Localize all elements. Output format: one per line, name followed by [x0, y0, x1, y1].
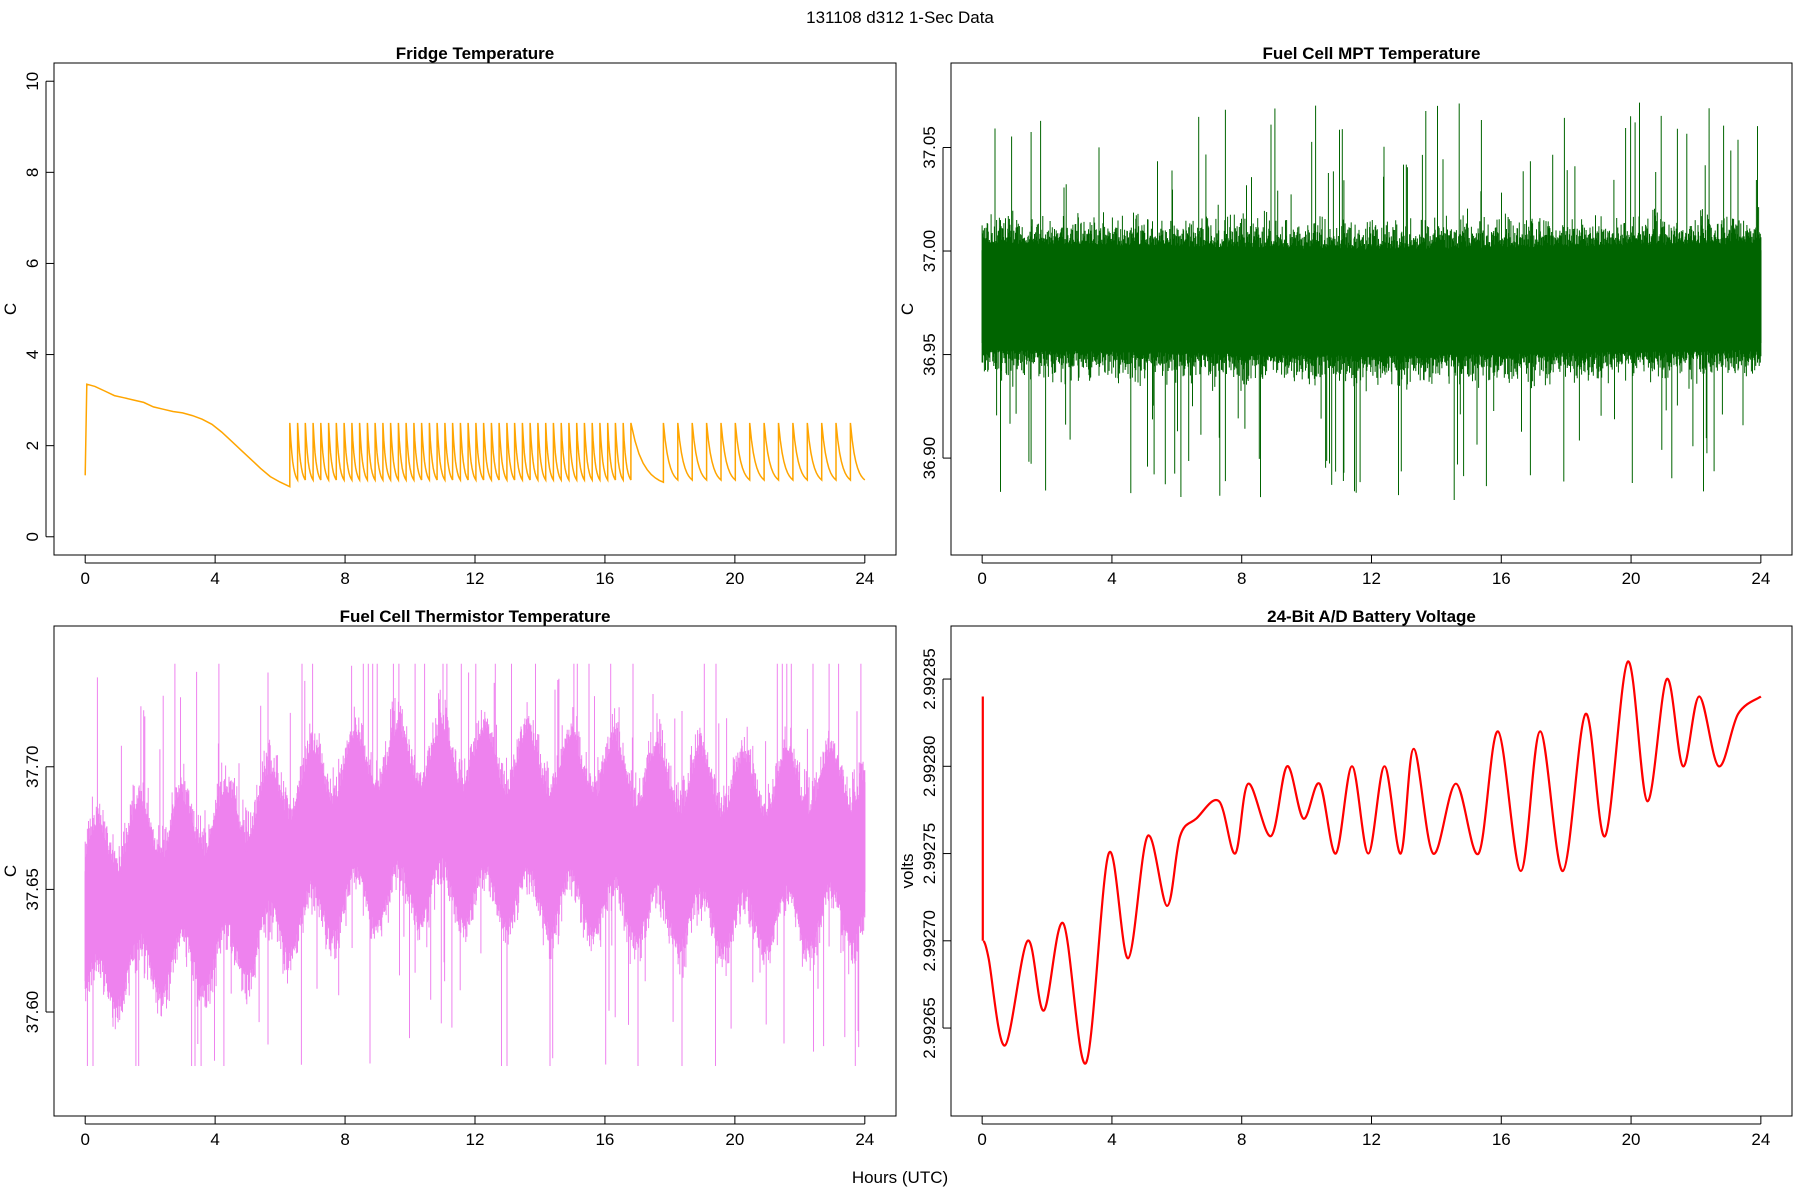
- x-tick-label: 16: [595, 569, 614, 588]
- x-tick-label: 8: [1237, 569, 1246, 588]
- y-axis-label: volts: [898, 854, 917, 889]
- y-tick-label: 37.05: [920, 126, 939, 169]
- chart-panel-2: Fuel Cell MPT Temperature C 0 4 8 12 16 20 24 36.…: [898, 44, 1793, 588]
- y-tick-label: 2: [23, 441, 42, 450]
- chart-panel-4: 24-Bit A/D Battery Voltage volts 0 4 8 12 16 20…: [898, 607, 1793, 1149]
- x-tick-label: 12: [466, 1130, 485, 1149]
- panel-title: Fuel Cell MPT Temperature: [1263, 44, 1481, 63]
- x-tick-label: 24: [855, 1130, 874, 1149]
- y-tick-label: 2.99265: [920, 997, 939, 1058]
- x-tick-label: 20: [1622, 1130, 1641, 1149]
- panel-title: Fuel Cell Thermistor Temperature: [340, 607, 611, 626]
- x-tick-label: 0: [80, 569, 89, 588]
- band-core: [981, 250, 1762, 350]
- x-tick-label: 20: [1622, 569, 1641, 588]
- y-tick-label: 36.90: [920, 437, 939, 480]
- x-tick-label: 8: [1237, 1130, 1246, 1149]
- x-tick-label: 12: [1362, 569, 1381, 588]
- x-tick-label: 24: [855, 569, 874, 588]
- x-tick-label: 8: [340, 1130, 349, 1149]
- y-tick-label: 36.95: [920, 333, 939, 376]
- y-tick-label: 6: [23, 259, 42, 268]
- plot-frame: [53, 62, 897, 556]
- y-tick-label: 37.70: [23, 745, 42, 788]
- y-tick-label: 2.99280: [920, 736, 939, 797]
- x-tick-label: 12: [1362, 1130, 1381, 1149]
- panel-title: Fridge Temperature: [396, 44, 554, 63]
- x-tick-label: 4: [1107, 1130, 1116, 1149]
- x-tick-label: 16: [595, 1130, 614, 1149]
- x-tick-label: 8: [340, 569, 349, 588]
- panel-title: 24-Bit A/D Battery Voltage: [1267, 607, 1476, 626]
- x-tick-label: 0: [977, 569, 986, 588]
- y-tick-label: 10: [23, 72, 42, 91]
- battery-voltage-line: [981, 660, 1762, 1065]
- figure-xlabel: Hours (UTC): [852, 1168, 948, 1187]
- x-tick-label: 0: [977, 1130, 986, 1149]
- fridge-temperature-line: [84, 383, 866, 488]
- series-2: [981, 102, 1762, 500]
- x-tick-label: 4: [210, 1130, 219, 1149]
- y-axis-label: C: [1, 303, 20, 315]
- y-tick-label: 37.65: [23, 868, 42, 911]
- y-tick-label: 2.99270: [920, 910, 939, 971]
- x-tick-label: 16: [1492, 1130, 1511, 1149]
- x-tick-label: 0: [80, 1130, 89, 1149]
- y-axis-label: C: [1, 865, 20, 877]
- x-tick-label: 20: [725, 569, 744, 588]
- y-tick-label: 4: [23, 350, 42, 359]
- x-tick-label: 4: [210, 569, 219, 588]
- x-tick-label: 4: [1107, 569, 1116, 588]
- y-tick-label: 2.99275: [920, 823, 939, 884]
- x-tick-label: 24: [1751, 569, 1770, 588]
- y-tick-label: 8: [23, 168, 42, 177]
- x-tick-label: 20: [725, 1130, 744, 1149]
- series-1: [84, 383, 866, 488]
- series-3: [84, 663, 866, 1066]
- y-axis-label: C: [898, 303, 917, 315]
- y-tick-label: 37.00: [920, 230, 939, 273]
- y-tick-label: 2.99285: [920, 648, 939, 709]
- series-4: [981, 660, 1762, 1065]
- x-tick-label: 12: [466, 569, 485, 588]
- figure-title: 131108 d312 1-Sec Data: [806, 8, 994, 27]
- x-tick-label: 24: [1751, 1130, 1770, 1149]
- chart-panel-3: Fuel Cell Thermistor Temperature C 0 4 8 12 16…: [1, 607, 897, 1149]
- band-core: [84, 738, 866, 992]
- plot-frame: [950, 625, 1793, 1117]
- y-tick-label: 37.60: [23, 991, 42, 1034]
- y-tick-label: 0: [23, 532, 42, 541]
- x-tick-label: 16: [1492, 569, 1511, 588]
